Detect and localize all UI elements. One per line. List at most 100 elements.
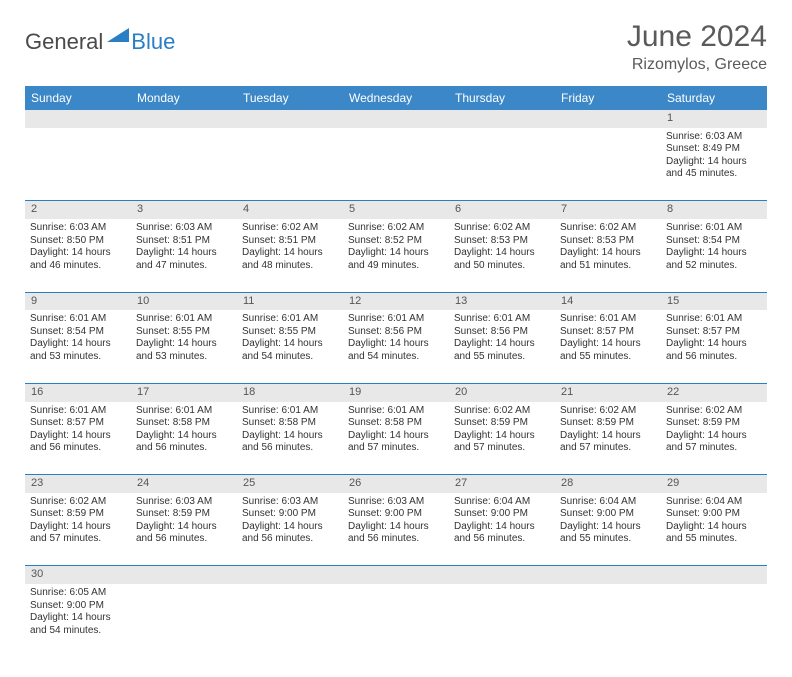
day-cell [343, 128, 449, 201]
sunset-text: Sunset: 8:52 PM [348, 235, 444, 248]
day1-text: Daylight: 14 hours [666, 430, 762, 443]
daynum-row: 9101112131415 [25, 292, 767, 310]
day2-text: and 55 minutes. [454, 351, 550, 364]
sunrise-text: Sunrise: 6:01 AM [242, 313, 338, 326]
day1-text: Daylight: 14 hours [30, 430, 126, 443]
day-number: 6 [449, 201, 555, 219]
day2-text: and 54 minutes. [30, 625, 126, 638]
day1-text: Daylight: 14 hours [454, 247, 550, 260]
weekday-header: Thursday [449, 86, 555, 110]
day-number: 24 [131, 475, 237, 493]
day-content: Sunrise: 6:01 AMSunset: 8:54 PMDaylight:… [30, 313, 126, 363]
sunrise-text: Sunrise: 6:01 AM [30, 405, 126, 418]
daynum-row: 1 [25, 110, 767, 128]
day-number: 15 [661, 292, 767, 310]
day-cell: Sunrise: 6:02 AMSunset: 8:51 PMDaylight:… [237, 219, 343, 292]
day-content: Sunrise: 6:03 AMSunset: 9:00 PMDaylight:… [242, 496, 338, 546]
week-row: Sunrise: 6:03 AMSunset: 8:50 PMDaylight:… [25, 219, 767, 292]
day-cell: Sunrise: 6:02 AMSunset: 8:59 PMDaylight:… [25, 493, 131, 566]
day-number: 27 [449, 475, 555, 493]
day-content: Sunrise: 6:03 AMSunset: 8:59 PMDaylight:… [136, 496, 232, 546]
sunrise-text: Sunrise: 6:01 AM [30, 313, 126, 326]
day1-text: Daylight: 14 hours [560, 338, 656, 351]
day-cell: Sunrise: 6:03 AMSunset: 8:49 PMDaylight:… [661, 128, 767, 201]
sunrise-text: Sunrise: 6:05 AM [30, 587, 126, 600]
sunset-text: Sunset: 8:57 PM [666, 326, 762, 339]
day-number [25, 110, 131, 128]
day-number [555, 566, 661, 584]
day-content: Sunrise: 6:05 AMSunset: 9:00 PMDaylight:… [30, 587, 126, 637]
sunrise-text: Sunrise: 6:01 AM [666, 222, 762, 235]
day-number [449, 566, 555, 584]
day2-text: and 57 minutes. [560, 442, 656, 455]
calendar-table: Sunday Monday Tuesday Wednesday Thursday… [25, 86, 767, 657]
day-number: 13 [449, 292, 555, 310]
weekday-header: Saturday [661, 86, 767, 110]
day-cell: Sunrise: 6:01 AMSunset: 8:58 PMDaylight:… [343, 402, 449, 475]
day-cell: Sunrise: 6:03 AMSunset: 8:50 PMDaylight:… [25, 219, 131, 292]
day-number [555, 110, 661, 128]
day1-text: Daylight: 14 hours [30, 247, 126, 260]
day2-text: and 56 minutes. [242, 442, 338, 455]
sunset-text: Sunset: 9:00 PM [348, 508, 444, 521]
sunrise-text: Sunrise: 6:02 AM [454, 222, 550, 235]
logo-text-blue: Blue [131, 29, 175, 55]
day-number: 22 [661, 383, 767, 401]
sunset-text: Sunset: 8:57 PM [560, 326, 656, 339]
day-cell [25, 128, 131, 201]
day2-text: and 55 minutes. [666, 533, 762, 546]
day2-text: and 45 minutes. [666, 168, 762, 181]
day2-text: and 57 minutes. [454, 442, 550, 455]
day-number: 9 [25, 292, 131, 310]
sunset-text: Sunset: 8:54 PM [30, 326, 126, 339]
day2-text: and 51 minutes. [560, 260, 656, 273]
sunset-text: Sunset: 8:59 PM [136, 508, 232, 521]
day-number: 1 [661, 110, 767, 128]
day-number: 2 [25, 201, 131, 219]
sunset-text: Sunset: 8:54 PM [666, 235, 762, 248]
day-content: Sunrise: 6:01 AMSunset: 8:56 PMDaylight:… [454, 313, 550, 363]
day1-text: Daylight: 14 hours [136, 338, 232, 351]
day-number: 26 [343, 475, 449, 493]
day-cell: Sunrise: 6:05 AMSunset: 9:00 PMDaylight:… [25, 584, 131, 657]
weekday-header-row: Sunday Monday Tuesday Wednesday Thursday… [25, 86, 767, 110]
day2-text: and 46 minutes. [30, 260, 126, 273]
day-number: 28 [555, 475, 661, 493]
day-number: 30 [25, 566, 131, 584]
day1-text: Daylight: 14 hours [666, 247, 762, 260]
day-cell: Sunrise: 6:01 AMSunset: 8:57 PMDaylight:… [555, 310, 661, 383]
day1-text: Daylight: 14 hours [30, 338, 126, 351]
day2-text: and 49 minutes. [348, 260, 444, 273]
day2-text: and 52 minutes. [666, 260, 762, 273]
day-content: Sunrise: 6:02 AMSunset: 8:51 PMDaylight:… [242, 222, 338, 272]
day-content: Sunrise: 6:01 AMSunset: 8:58 PMDaylight:… [348, 405, 444, 455]
day-content: Sunrise: 6:01 AMSunset: 8:58 PMDaylight:… [242, 405, 338, 455]
day2-text: and 56 minutes. [242, 533, 338, 546]
day2-text: and 55 minutes. [560, 533, 656, 546]
sunrise-text: Sunrise: 6:02 AM [348, 222, 444, 235]
sunrise-text: Sunrise: 6:01 AM [136, 313, 232, 326]
sunset-text: Sunset: 8:59 PM [560, 417, 656, 430]
sunset-text: Sunset: 9:00 PM [30, 600, 126, 613]
day1-text: Daylight: 14 hours [348, 521, 444, 534]
sunset-text: Sunset: 8:51 PM [136, 235, 232, 248]
daynum-row: 2345678 [25, 201, 767, 219]
day1-text: Daylight: 14 hours [30, 521, 126, 534]
day-cell: Sunrise: 6:01 AMSunset: 8:56 PMDaylight:… [343, 310, 449, 383]
day2-text: and 57 minutes. [30, 533, 126, 546]
sunrise-text: Sunrise: 6:04 AM [454, 496, 550, 509]
day-number [131, 566, 237, 584]
sunrise-text: Sunrise: 6:01 AM [560, 313, 656, 326]
day1-text: Daylight: 14 hours [242, 430, 338, 443]
day1-text: Daylight: 14 hours [560, 430, 656, 443]
logo: General Blue [25, 28, 175, 55]
day-content: Sunrise: 6:01 AMSunset: 8:58 PMDaylight:… [136, 405, 232, 455]
day-cell: Sunrise: 6:01 AMSunset: 8:54 PMDaylight:… [25, 310, 131, 383]
day1-text: Daylight: 14 hours [454, 338, 550, 351]
day-number: 3 [131, 201, 237, 219]
sunrise-text: Sunrise: 6:01 AM [348, 313, 444, 326]
day1-text: Daylight: 14 hours [666, 338, 762, 351]
sunrise-text: Sunrise: 6:02 AM [242, 222, 338, 235]
week-row: Sunrise: 6:01 AMSunset: 8:57 PMDaylight:… [25, 402, 767, 475]
day-number: 5 [343, 201, 449, 219]
